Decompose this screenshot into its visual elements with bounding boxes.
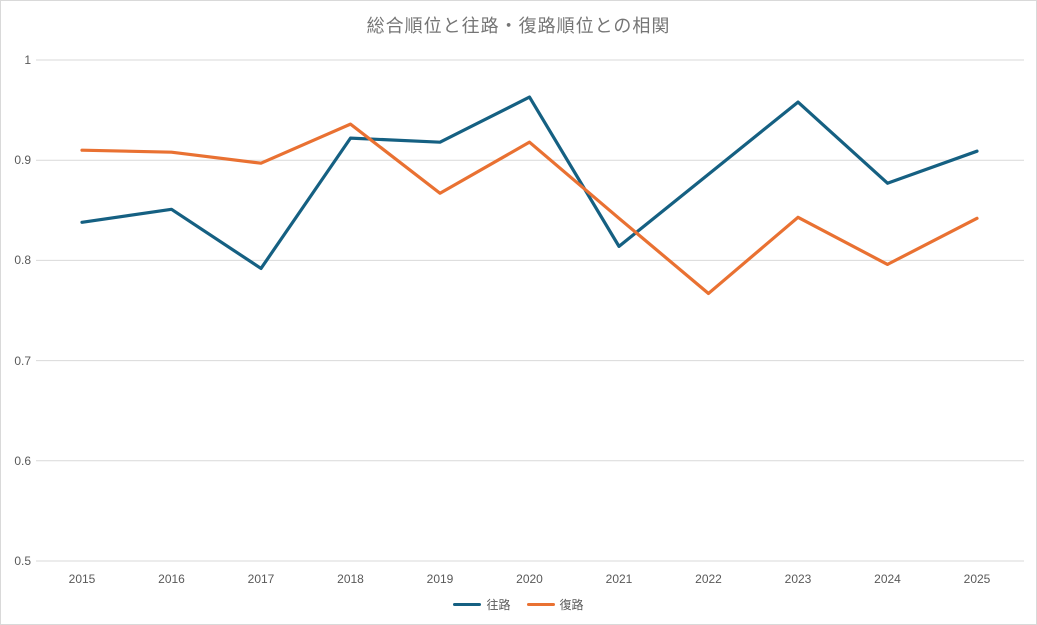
legend-item-series-1[interactable]: 往路: [453, 596, 511, 613]
x-axis-tick-label: 2024: [874, 572, 901, 586]
y-axis-tick-label: 0.8: [14, 253, 31, 268]
x-axis-tick-label: 2015: [68, 572, 96, 586]
y-axis-tick-label: 0.6: [14, 453, 31, 468]
x-axis-tick-label: 2017: [247, 572, 275, 586]
legend-label-series-2: 復路: [559, 598, 584, 612]
x-axis-tick-label: 2016: [158, 572, 185, 586]
y-axis-tick-label: 0.5: [14, 554, 31, 568]
line-series-1[interactable]: [80, 95, 979, 271]
x-axis-tick-label: 2018: [337, 572, 364, 586]
x-axis-tick-label: 2025: [963, 572, 991, 586]
chart-title: 総合順位と往路・復路順位との相関: [366, 16, 671, 36]
line-series-2[interactable]: [80, 122, 979, 296]
x-axis-tick-label: 2021: [605, 572, 633, 586]
y-axis-tick-label: 1: [24, 53, 31, 67]
legend: 往路 復路: [1, 596, 1036, 613]
gridlines: [36, 59, 1024, 562]
x-axis-tick-label: 2022: [695, 572, 722, 586]
x-axis-tick-label: 2020: [516, 572, 543, 586]
y-axis-tick-label: 0.7: [14, 353, 31, 368]
legend-line-swatch-series-1: [453, 602, 482, 607]
legend-item-series-2[interactable]: 復路: [526, 596, 584, 613]
x-axis-tick-label: 2019: [426, 572, 454, 586]
y-axis-tick-label: 0.9: [14, 153, 31, 168]
legend-label-series-1: 往路: [486, 598, 511, 612]
x-axis-tick-label: 2023: [784, 572, 812, 586]
legend-line-swatch-series-2: [526, 602, 555, 607]
series-lines: [80, 95, 979, 296]
